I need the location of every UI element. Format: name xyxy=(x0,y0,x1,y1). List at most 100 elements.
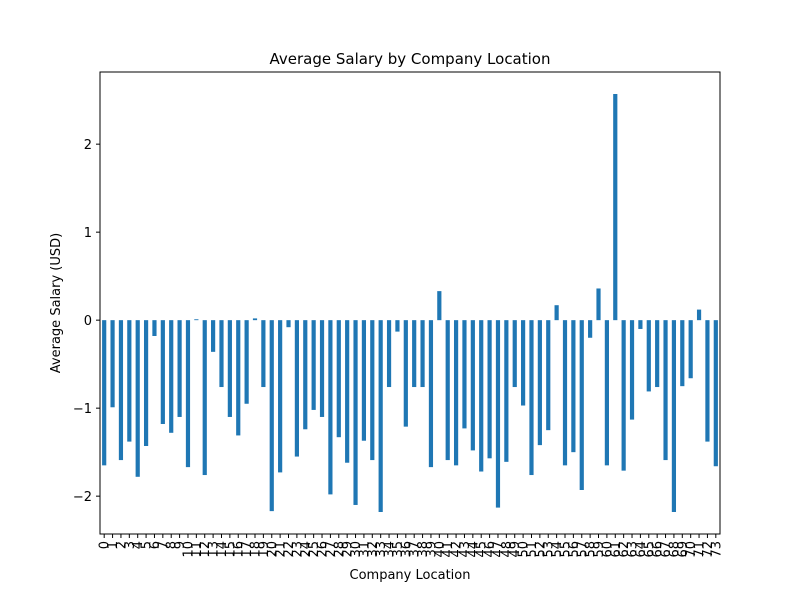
bar-72 xyxy=(705,320,710,442)
bar-1 xyxy=(110,320,115,408)
bar-30 xyxy=(353,320,358,505)
bar-57 xyxy=(579,320,584,490)
x-tick-label: 15 xyxy=(223,541,238,558)
x-tick-label: 38 xyxy=(416,541,431,558)
bar-35 xyxy=(395,320,400,332)
bar-24 xyxy=(303,320,308,430)
x-tick-label: 25 xyxy=(307,541,322,558)
x-tick-label: 31 xyxy=(357,541,372,558)
chart-title: Average Salary by Company Location xyxy=(270,50,551,68)
bar-67 xyxy=(663,320,668,461)
bar-8 xyxy=(169,320,174,433)
x-tick-label: 26 xyxy=(316,541,331,558)
bar-49 xyxy=(512,320,517,388)
x-tick-label: 66 xyxy=(651,541,666,558)
bar-48 xyxy=(504,320,509,462)
x-tick-label: 16 xyxy=(232,541,247,558)
y-tick-label: 0 xyxy=(84,314,92,329)
bar-70 xyxy=(688,320,693,379)
bar-27 xyxy=(328,320,333,495)
bar-69 xyxy=(680,320,685,387)
bar-43 xyxy=(462,320,467,429)
x-tick-label: 53 xyxy=(542,541,557,558)
bar-53 xyxy=(546,320,551,431)
x-tick-label: 65 xyxy=(642,541,657,558)
x-tick-label: 21 xyxy=(274,541,289,558)
x-tick-label: 39 xyxy=(424,541,439,558)
x-tick-label: 58 xyxy=(584,541,599,558)
x-tick-label: 0 xyxy=(98,541,113,549)
x-tick-label: 14 xyxy=(215,541,230,558)
bar-71 xyxy=(696,309,702,321)
x-tick-label: 22 xyxy=(282,541,297,558)
x-tick-label: 11 xyxy=(190,541,205,558)
bar-63 xyxy=(629,320,635,420)
x-tick-label: 24 xyxy=(299,541,314,558)
x-tick-label: 70 xyxy=(684,541,699,558)
bar-9 xyxy=(177,320,182,417)
x-tick-label: 19 xyxy=(257,541,272,558)
x-tick-label: 69 xyxy=(676,541,691,558)
bar-34 xyxy=(386,320,392,388)
bar-44 xyxy=(470,320,475,451)
x-tick-label: 34 xyxy=(383,541,398,558)
bar-5 xyxy=(143,320,149,446)
bar-56 xyxy=(571,320,576,453)
plot-frame xyxy=(99,71,721,535)
bar-36 xyxy=(403,320,408,427)
bar-62 xyxy=(621,320,626,471)
bar-46 xyxy=(487,320,492,459)
x-tick-label: 60 xyxy=(600,541,615,558)
x-tick-label: 63 xyxy=(626,541,641,558)
x-tick-label: 44 xyxy=(466,541,481,558)
bar-51 xyxy=(529,320,534,476)
bar-19 xyxy=(261,320,266,388)
x-tick-label: 5 xyxy=(140,541,155,549)
bar-32 xyxy=(370,320,375,461)
x-axis-ticks: 0123456789101112131415161718192021222324… xyxy=(98,534,724,558)
x-tick-label: 73 xyxy=(709,541,724,558)
bar-68 xyxy=(671,320,677,512)
x-tick-label: 30 xyxy=(349,541,364,558)
x-tick-label: 36 xyxy=(399,541,414,558)
bar-65 xyxy=(646,320,651,392)
x-tick-label: 54 xyxy=(550,541,565,558)
bar-11 xyxy=(194,319,199,321)
bar-12 xyxy=(202,320,207,476)
bar-6 xyxy=(152,320,157,336)
x-tick-label: 48 xyxy=(500,541,515,558)
bar-15 xyxy=(227,320,232,417)
x-axis-label: Company Location xyxy=(350,568,471,583)
bar-33 xyxy=(378,320,383,512)
bar-42 xyxy=(453,320,459,466)
bar-20 xyxy=(269,320,274,512)
bar-17 xyxy=(244,320,249,404)
x-tick-label: 35 xyxy=(391,541,406,558)
x-tick-label: 42 xyxy=(450,541,465,558)
x-tick-label: 9 xyxy=(173,541,188,549)
bar-54 xyxy=(554,305,559,321)
bar-41 xyxy=(445,320,450,461)
bar-73 xyxy=(713,320,718,467)
x-tick-label: 62 xyxy=(617,541,632,558)
x-tick-label: 45 xyxy=(475,541,490,558)
x-tick-label: 41 xyxy=(441,541,456,558)
y-tick-label: −1 xyxy=(73,402,92,417)
bar-45 xyxy=(479,320,484,472)
x-tick-label: 61 xyxy=(609,541,624,558)
x-tick-label: 71 xyxy=(693,541,708,558)
x-tick-label: 43 xyxy=(458,541,473,558)
x-tick-label: 33 xyxy=(374,541,389,558)
x-tick-label: 52 xyxy=(533,541,548,558)
x-tick-label: 27 xyxy=(324,541,339,558)
bar-23 xyxy=(294,320,299,457)
x-tick-label: 32 xyxy=(366,541,381,558)
x-tick-label: 3 xyxy=(123,541,138,549)
x-tick-label: 2 xyxy=(114,541,129,549)
bar-10 xyxy=(185,320,191,468)
x-tick-label: 56 xyxy=(567,541,582,558)
bar-39 xyxy=(428,320,434,468)
y-axis-ticks: −2 −1 0 1 2 xyxy=(73,138,100,505)
x-tick-label: 64 xyxy=(634,541,649,558)
bar-22 xyxy=(286,320,291,328)
